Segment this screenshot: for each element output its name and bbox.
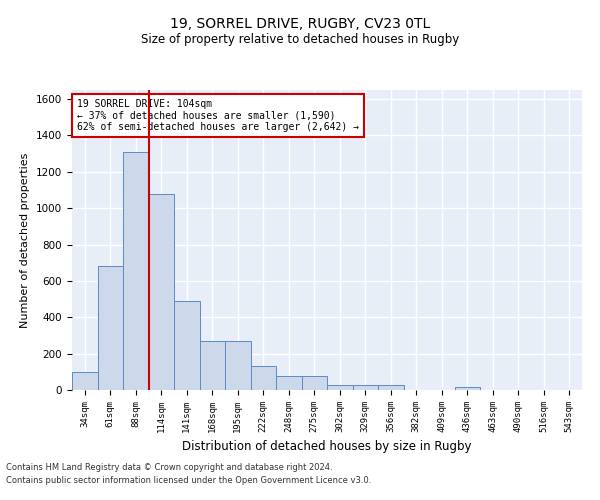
Bar	[225, 341, 251, 390]
Text: 19, SORREL DRIVE, RUGBY, CV23 0TL: 19, SORREL DRIVE, RUGBY, CV23 0TL	[170, 18, 430, 32]
X-axis label: Distribution of detached houses by size in Rugby: Distribution of detached houses by size …	[182, 440, 472, 454]
Bar	[353, 384, 378, 390]
Text: Contains public sector information licensed under the Open Government Licence v3: Contains public sector information licen…	[6, 476, 371, 485]
Bar	[199, 341, 225, 390]
Bar	[276, 376, 302, 390]
Bar	[123, 152, 149, 390]
Bar	[97, 266, 123, 390]
Y-axis label: Number of detached properties: Number of detached properties	[20, 152, 31, 328]
Bar	[72, 372, 97, 390]
Bar	[149, 194, 174, 390]
Bar	[378, 384, 404, 390]
Bar	[327, 384, 353, 390]
Bar	[455, 388, 480, 390]
Bar	[174, 301, 199, 390]
Text: 19 SORREL DRIVE: 104sqm
← 37% of detached houses are smaller (1,590)
62% of semi: 19 SORREL DRIVE: 104sqm ← 37% of detache…	[77, 99, 359, 132]
Text: Contains HM Land Registry data © Crown copyright and database right 2024.: Contains HM Land Registry data © Crown c…	[6, 464, 332, 472]
Text: Size of property relative to detached houses in Rugby: Size of property relative to detached ho…	[141, 32, 459, 46]
Bar	[302, 376, 327, 390]
Bar	[251, 366, 276, 390]
